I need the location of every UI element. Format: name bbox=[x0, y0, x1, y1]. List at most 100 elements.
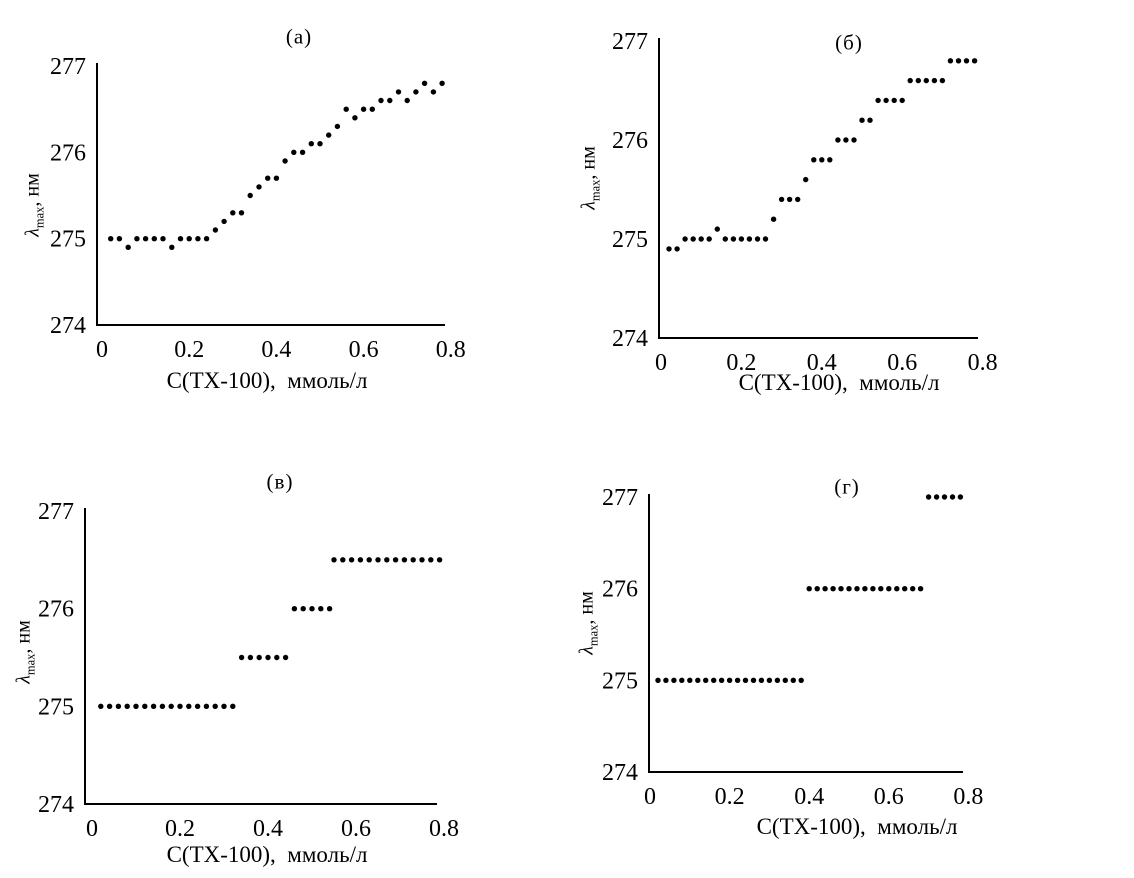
data-point bbox=[395, 89, 402, 95]
x-tick-label: 0.4 bbox=[253, 816, 283, 842]
data-point bbox=[706, 236, 712, 242]
panel-a-axes bbox=[95, 63, 445, 327]
data-point bbox=[671, 677, 677, 683]
data-point bbox=[923, 77, 929, 84]
panel-a-xaxis-label: C(TX-100), ммоль/л bbox=[166, 368, 368, 393]
data-point bbox=[291, 149, 297, 155]
data-point bbox=[679, 677, 685, 683]
data-point bbox=[663, 677, 669, 683]
data-point bbox=[203, 703, 210, 709]
data-point bbox=[941, 494, 948, 500]
data-point bbox=[971, 58, 978, 64]
data-point bbox=[830, 586, 836, 592]
data-point bbox=[124, 703, 130, 709]
data-point bbox=[247, 654, 254, 661]
data-point bbox=[177, 703, 183, 709]
data-point bbox=[108, 236, 114, 242]
x-tick-label: 0 bbox=[96, 337, 108, 363]
data-point bbox=[762, 236, 769, 242]
data-point bbox=[169, 244, 175, 250]
data-point bbox=[963, 58, 970, 64]
panel-a-title: (а) bbox=[285, 24, 313, 49]
data-point bbox=[838, 586, 844, 592]
data-point bbox=[247, 192, 253, 199]
x-tick-label: 0.4 bbox=[807, 350, 837, 376]
data-point bbox=[150, 703, 157, 709]
data-point bbox=[803, 176, 809, 183]
y-tick-label: 274 bbox=[50, 313, 86, 339]
ylabel-units: , нм bbox=[21, 173, 44, 207]
y-tick-label: 276 bbox=[612, 128, 648, 154]
ylabel-units: , нм bbox=[12, 620, 35, 654]
data-point bbox=[867, 117, 873, 123]
data-point bbox=[846, 586, 852, 592]
data-point bbox=[221, 218, 227, 225]
data-point bbox=[806, 586, 812, 592]
x-tick-label: 0.6 bbox=[349, 337, 379, 363]
data-point bbox=[142, 703, 148, 709]
data-point bbox=[811, 157, 817, 163]
lambda-symbol: λ bbox=[575, 646, 598, 655]
data-point bbox=[835, 137, 841, 143]
y-tick-label: 274 bbox=[602, 760, 638, 786]
panel-b-points bbox=[666, 58, 978, 252]
data-point bbox=[308, 141, 314, 147]
data-point bbox=[125, 244, 131, 250]
data-point bbox=[859, 117, 865, 123]
data-point bbox=[695, 677, 701, 683]
data-point bbox=[317, 141, 323, 147]
data-point bbox=[274, 654, 280, 661]
data-point bbox=[413, 89, 419, 95]
data-point bbox=[375, 557, 381, 563]
data-point bbox=[742, 677, 749, 683]
ylabel-units: , нм bbox=[577, 146, 600, 180]
data-point bbox=[854, 586, 860, 592]
y-tick-label: 275 bbox=[50, 227, 86, 253]
data-point bbox=[348, 557, 355, 563]
data-point bbox=[212, 703, 218, 709]
data-point bbox=[331, 557, 337, 563]
panel-v-xaxis-label: C(TX-100), ммоль/л bbox=[166, 842, 368, 867]
data-point bbox=[387, 97, 393, 104]
data-point bbox=[115, 703, 122, 709]
data-point bbox=[674, 246, 680, 252]
data-point bbox=[299, 149, 306, 155]
x-tick-label: 0.2 bbox=[174, 337, 204, 363]
data-point bbox=[827, 157, 833, 163]
data-point bbox=[894, 586, 900, 592]
data-point bbox=[886, 586, 892, 592]
data-point bbox=[947, 58, 954, 64]
data-point bbox=[273, 175, 280, 181]
data-point bbox=[766, 677, 773, 683]
data-point bbox=[870, 586, 876, 592]
lambda-symbol: λ bbox=[21, 228, 44, 237]
panel-v-axes bbox=[83, 508, 437, 806]
x-tick-label: 0 bbox=[644, 784, 656, 810]
data-point bbox=[955, 58, 962, 64]
y-tick-label: 274 bbox=[612, 326, 648, 352]
data-point bbox=[160, 236, 166, 242]
x-tick-label: 0.4 bbox=[794, 784, 824, 810]
data-point bbox=[428, 557, 434, 563]
data-point bbox=[917, 586, 924, 592]
x-tick-label: 0.2 bbox=[715, 784, 745, 810]
lambda-symbol: λ bbox=[577, 201, 600, 210]
panel-g-axes bbox=[647, 494, 963, 774]
data-point bbox=[722, 236, 728, 242]
y-tick-label: 276 bbox=[38, 597, 74, 623]
panel-a-plot: 274 275 276 277 0 0.2 0.4 0.6 0.8 bbox=[50, 54, 466, 363]
data-point bbox=[340, 557, 346, 563]
data-point bbox=[151, 236, 157, 242]
x-tick-label: 0.2 bbox=[165, 816, 195, 842]
lambda-subscript: max bbox=[588, 179, 603, 202]
data-point bbox=[291, 606, 298, 612]
data-point bbox=[357, 557, 364, 563]
panel-b-title: (б) bbox=[835, 30, 863, 55]
data-point bbox=[819, 157, 825, 163]
data-point bbox=[851, 137, 857, 143]
lambda-subscript: max bbox=[23, 653, 38, 676]
data-point bbox=[778, 196, 785, 203]
data-point bbox=[309, 606, 315, 612]
data-point bbox=[265, 175, 271, 181]
